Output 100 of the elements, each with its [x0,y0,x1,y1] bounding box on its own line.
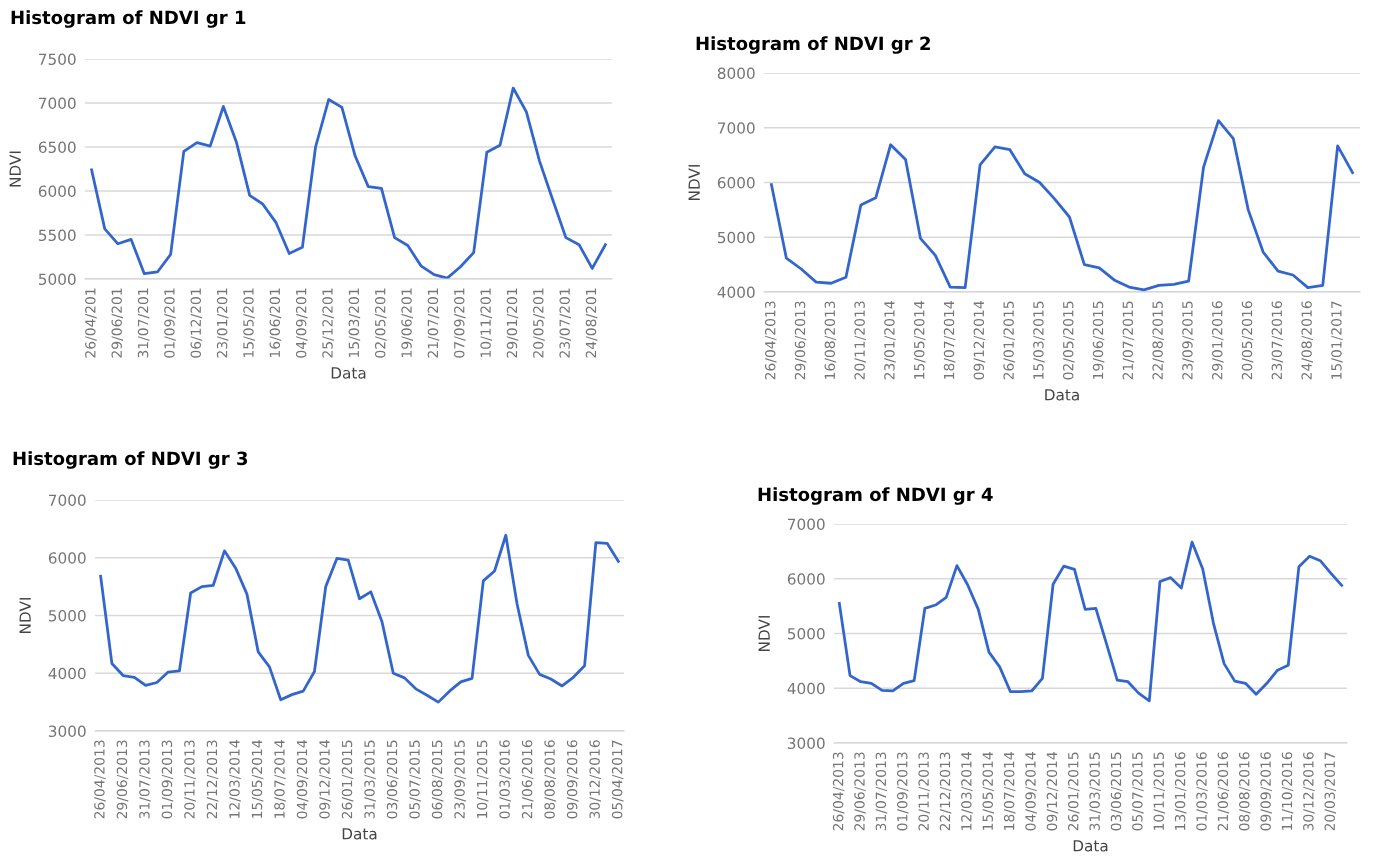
line-series [99,533,620,704]
x-tick-label: 23/09/2015 [454,740,466,819]
x-axis-title: Data [1073,840,1108,852]
x-tick-label: 20/05/201 [533,288,545,358]
x-tick-label: 18/07/2014 [1003,752,1016,830]
y-axis-title: NDVI [9,151,21,187]
x-tick-label: 31/07/201 [137,288,150,358]
x-tick-label: 26/04/2013 [832,752,845,831]
x-tick-label: 26/04/2013 [94,740,106,819]
y-tick-label: 4000 [787,682,825,695]
x-tick-label: 23/01/2014 [884,301,896,380]
x-tick-label: 01/09/2013 [161,740,174,819]
y-tick-label: 5000 [787,627,825,640]
chart-title: Histogram of NDVI gr 4 [758,487,993,505]
x-tick-label: 23/01/201 [216,288,229,358]
x-tick-label: 09/12/2014 [973,301,986,380]
x-tick-label: 05/07/2015 [409,740,421,819]
x-tick-label: 30/12/2016 [1303,752,1315,831]
chart-title: Histogram of NDVI gr 3 [13,451,248,469]
x-tick-label: 31/07/2013 [875,752,888,831]
x-tick-label: 01/03/2016 [499,740,511,819]
x-tick-label: 21/06/2016 [521,740,534,819]
x-tick-label: 06/08/2015 [431,740,444,819]
x-tick-label: 12/03/2014 [961,752,973,830]
x-tick-label: 10/11/2015 [1153,752,1166,830]
x-tick-label: 23/07/201 [559,288,572,358]
x-tick-label: 09/12/2014 [1046,752,1059,831]
x-tick-label: 02/05/2015 [1062,301,1075,380]
y-tick-label: 7000 [718,122,755,134]
x-tick-label: 20/11/2013 [184,740,196,819]
line-series [837,540,1344,703]
x-tick-label: 22/12/2013 [939,752,952,831]
x-tick-label: 13/01/2016 [1174,752,1187,830]
x-tick-label: 23/07/2016 [1271,301,1284,380]
x-tick-label: 31/03/2015 [1089,752,1101,831]
x-tick-label: 09/09/2016 [1260,752,1272,831]
x-tick-label: 23/09/2015 [1182,301,1194,380]
x-tick-label: 26/04/201 [85,288,97,358]
y-tick-label: 6000 [38,185,76,198]
y-tick-label: 6000 [48,552,86,564]
x-tick-label: 15/01/2017 [1331,301,1343,379]
x-tick-label: 05/04/2017 [611,740,624,819]
x-tick-label: 04/09/2014 [1025,752,1037,831]
y-tick-label: 5000 [38,273,76,286]
x-tick-label: 07/09/201 [454,288,466,358]
x-tick-label: 20/05/2016 [1241,301,1254,380]
y-tick-label: 7000 [39,97,76,110]
y-tick-label: 6500 [38,141,76,154]
x-tick-label: 02/05/201 [374,288,387,358]
y-tick-label: 3000 [48,725,86,738]
x-tick-label: 15/05/2014 [913,301,926,379]
chart-title: Histogram of NDVI gr 1 [11,10,246,28]
y-tick-label: 8000 [717,67,755,80]
x-tick-label: 20/03/2017 [1324,752,1337,831]
y-tick-label: 6000 [787,573,825,585]
x-axis-title: Data [1045,389,1079,401]
x-tick-label: 29/06/201 [111,288,124,358]
x-tick-label: 15/03/2015 [1033,301,1045,379]
x-tick-label: 21/06/2016 [1217,752,1230,831]
x-tick-label: 10/11/201 [480,288,492,358]
x-tick-label: 01/09/201 [164,288,176,358]
x-tick-label: 26/01/2015 [341,740,354,819]
x-tick-label: 26/01/2015 [1003,301,1015,380]
x-tick-label: 26/04/2013 [764,301,777,380]
x-tick-label: 29/01/201 [506,288,519,358]
x-tick-label: 09/09/2016 [566,740,579,819]
x-tick-label: 16/06/201 [269,288,282,358]
x-tick-label: 25/12/201 [322,288,334,358]
y-axis-title: NDVI [758,616,770,651]
x-tick-label: 03/06/2015 [386,740,399,819]
x-tick-label: 18/07/2014 [274,740,286,818]
chart-title: Histogram of NDVI gr 2 [696,36,930,54]
y-tick-label: 7000 [49,494,86,507]
y-tick-label: 4000 [48,667,86,680]
x-tick-label: 26/01/2015 [1067,752,1080,831]
y-tick-label: 5500 [38,229,76,242]
x-tick-label: 24/08/2016 [1301,301,1313,380]
x-tick-label: 21/07/201 [427,288,440,358]
x-tick-label: 01/09/2013 [896,752,909,831]
x-tick-label: 10/11/2015 [476,740,489,818]
x-tick-label: 04/09/201 [295,288,308,358]
y-tick-label: 7500 [39,53,76,66]
x-tick-label: 04/09/2014 [296,740,309,819]
x-tick-label: 15/05/2014 [982,752,995,830]
x-tick-label: 06/12/201 [190,288,203,358]
x-tick-label: 24/08/201 [585,288,598,358]
x-tick-label: 20/11/2013 [918,752,930,831]
x-tick-label: 31/03/2015 [364,740,376,819]
x-tick-label: 30/12/2016 [589,740,601,819]
x-tick-label: 05/07/2015 [1132,752,1144,831]
x-tick-label: 22/08/2015 [1152,301,1164,380]
x-tick-label: 01/03/2016 [1196,752,1208,831]
x-tick-label: 21/07/2015 [1122,301,1135,380]
y-tick-label: 5000 [48,609,86,622]
x-axis-title: Data [331,367,366,379]
x-tick-label: 18/07/2014 [943,301,956,379]
x-tick-label: 12/03/2014 [229,740,241,818]
x-tick-label: 19/06/201 [401,288,413,358]
x-tick-label: 29/06/2013 [116,740,129,819]
x-tick-label: 19/06/2015 [1092,301,1105,379]
